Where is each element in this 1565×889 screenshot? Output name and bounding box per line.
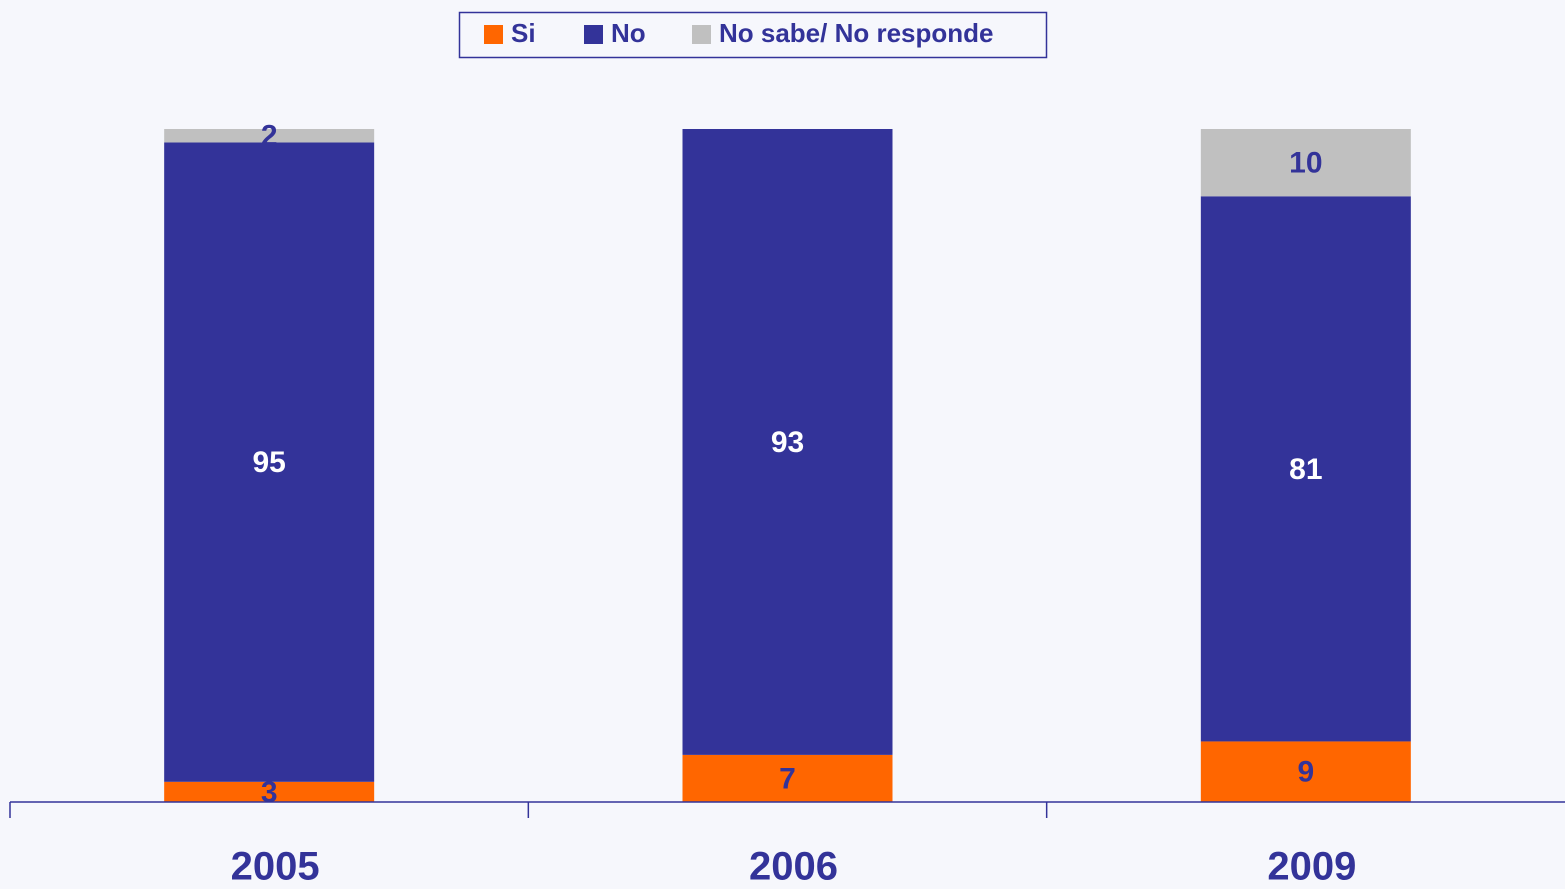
data-label: 81: [1289, 453, 1322, 486]
data-label: 10: [1289, 147, 1322, 180]
bar-segment: [682, 129, 893, 755]
bar-segment: [164, 142, 375, 782]
bar-segment: [164, 781, 375, 802]
bar-segment: [1200, 741, 1411, 802]
data-label: 9: [1297, 756, 1314, 789]
legend-label: No sabe/ No responde: [719, 18, 994, 48]
data-label: 95: [252, 446, 285, 479]
legend-swatch: [692, 25, 711, 44]
bar-segment: [1200, 129, 1411, 197]
legend-label: Si: [511, 18, 536, 48]
data-label: 93: [771, 426, 804, 459]
data-label: 7: [779, 762, 796, 795]
bar-segment: [1200, 196, 1411, 742]
bar-segment: [682, 754, 893, 802]
legend-label: No: [611, 18, 646, 48]
data-label: 2: [261, 120, 278, 153]
legend-swatch: [584, 25, 603, 44]
x-tick-label: 2006: [749, 845, 838, 889]
x-tick-label: 2005: [231, 845, 320, 889]
legend-box: [458, 11, 1048, 59]
data-label: 3: [261, 776, 278, 809]
bar-segment: [164, 129, 375, 143]
legend-swatch: [484, 25, 503, 44]
x-tick-label: 2009: [1267, 845, 1356, 889]
